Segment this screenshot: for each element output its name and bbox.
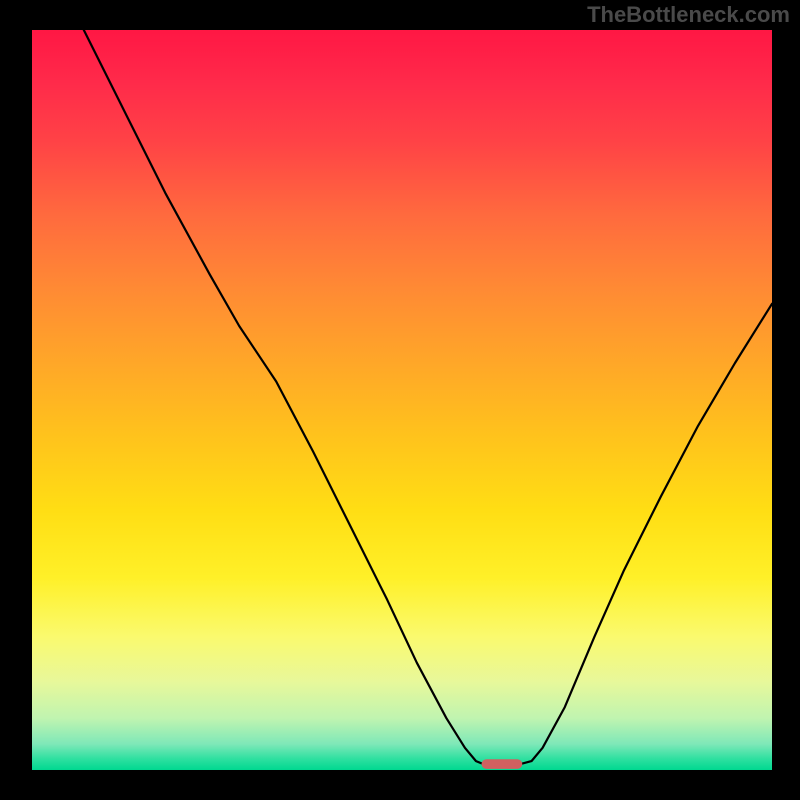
bottleneck-curve bbox=[32, 30, 772, 770]
watermark-text: TheBottleneck.com bbox=[587, 2, 790, 28]
plot-area bbox=[32, 30, 772, 770]
optimal-marker bbox=[482, 759, 523, 769]
chart-container: TheBottleneck.com bbox=[0, 0, 800, 800]
